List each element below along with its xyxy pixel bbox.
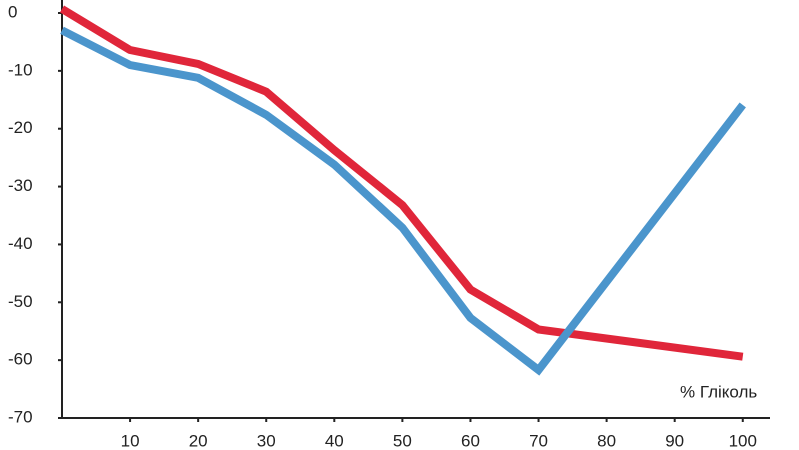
x-tick-label: 50	[393, 431, 412, 450]
x-tick-label: 10	[121, 431, 140, 450]
data-line	[60, 26, 746, 376]
x-tick-label: 70	[529, 431, 548, 450]
x-tick-label: 100	[729, 431, 757, 450]
y-tick-label: -70	[8, 407, 33, 426]
x-tick-label: 90	[665, 431, 684, 450]
x-tick-label: 80	[597, 431, 616, 450]
y-tick-label: -10	[8, 60, 33, 79]
y-tick-label: -50	[8, 292, 33, 311]
y-tick-label: -20	[8, 118, 33, 137]
data-line	[59, 5, 744, 361]
y-tick-label: 0	[8, 2, 17, 21]
y-tick-label: -30	[8, 176, 33, 195]
y-tick-label: -40	[8, 234, 33, 253]
x-tick-label: 40	[325, 431, 344, 450]
x-tick-label: 30	[257, 431, 276, 450]
y-tick-label: -60	[8, 350, 33, 369]
x-tick-label: 20	[189, 431, 208, 450]
x-axis-label: % Гліколь	[680, 382, 757, 401]
x-tick-label: 60	[461, 431, 480, 450]
